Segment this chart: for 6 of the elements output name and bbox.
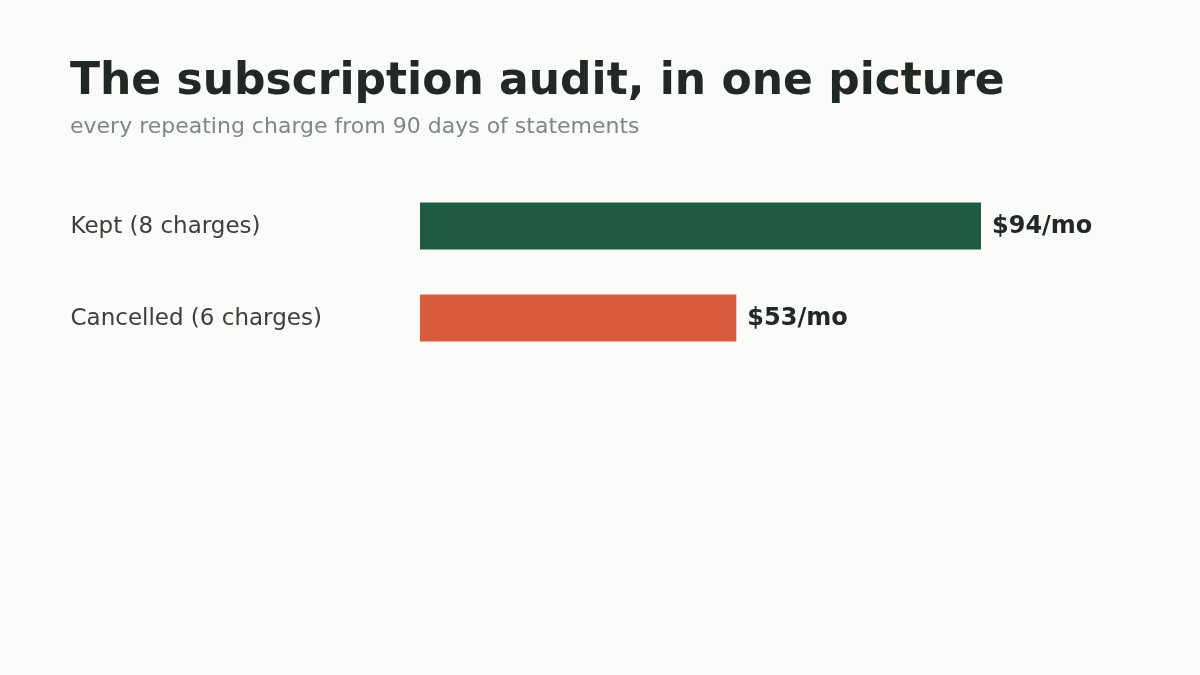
- chart-subtitle: every repeating charge from 90 days of statements: [70, 113, 640, 138]
- data-label: $53/mo: [747, 303, 848, 331]
- y-tick-label: Cancelled (6 charges): [70, 304, 322, 330]
- chart-title: The subscription audit, in one picture: [70, 53, 1005, 104]
- y-tick-label: Kept (8 charges): [70, 212, 261, 238]
- data-label: $94/mo: [992, 211, 1093, 239]
